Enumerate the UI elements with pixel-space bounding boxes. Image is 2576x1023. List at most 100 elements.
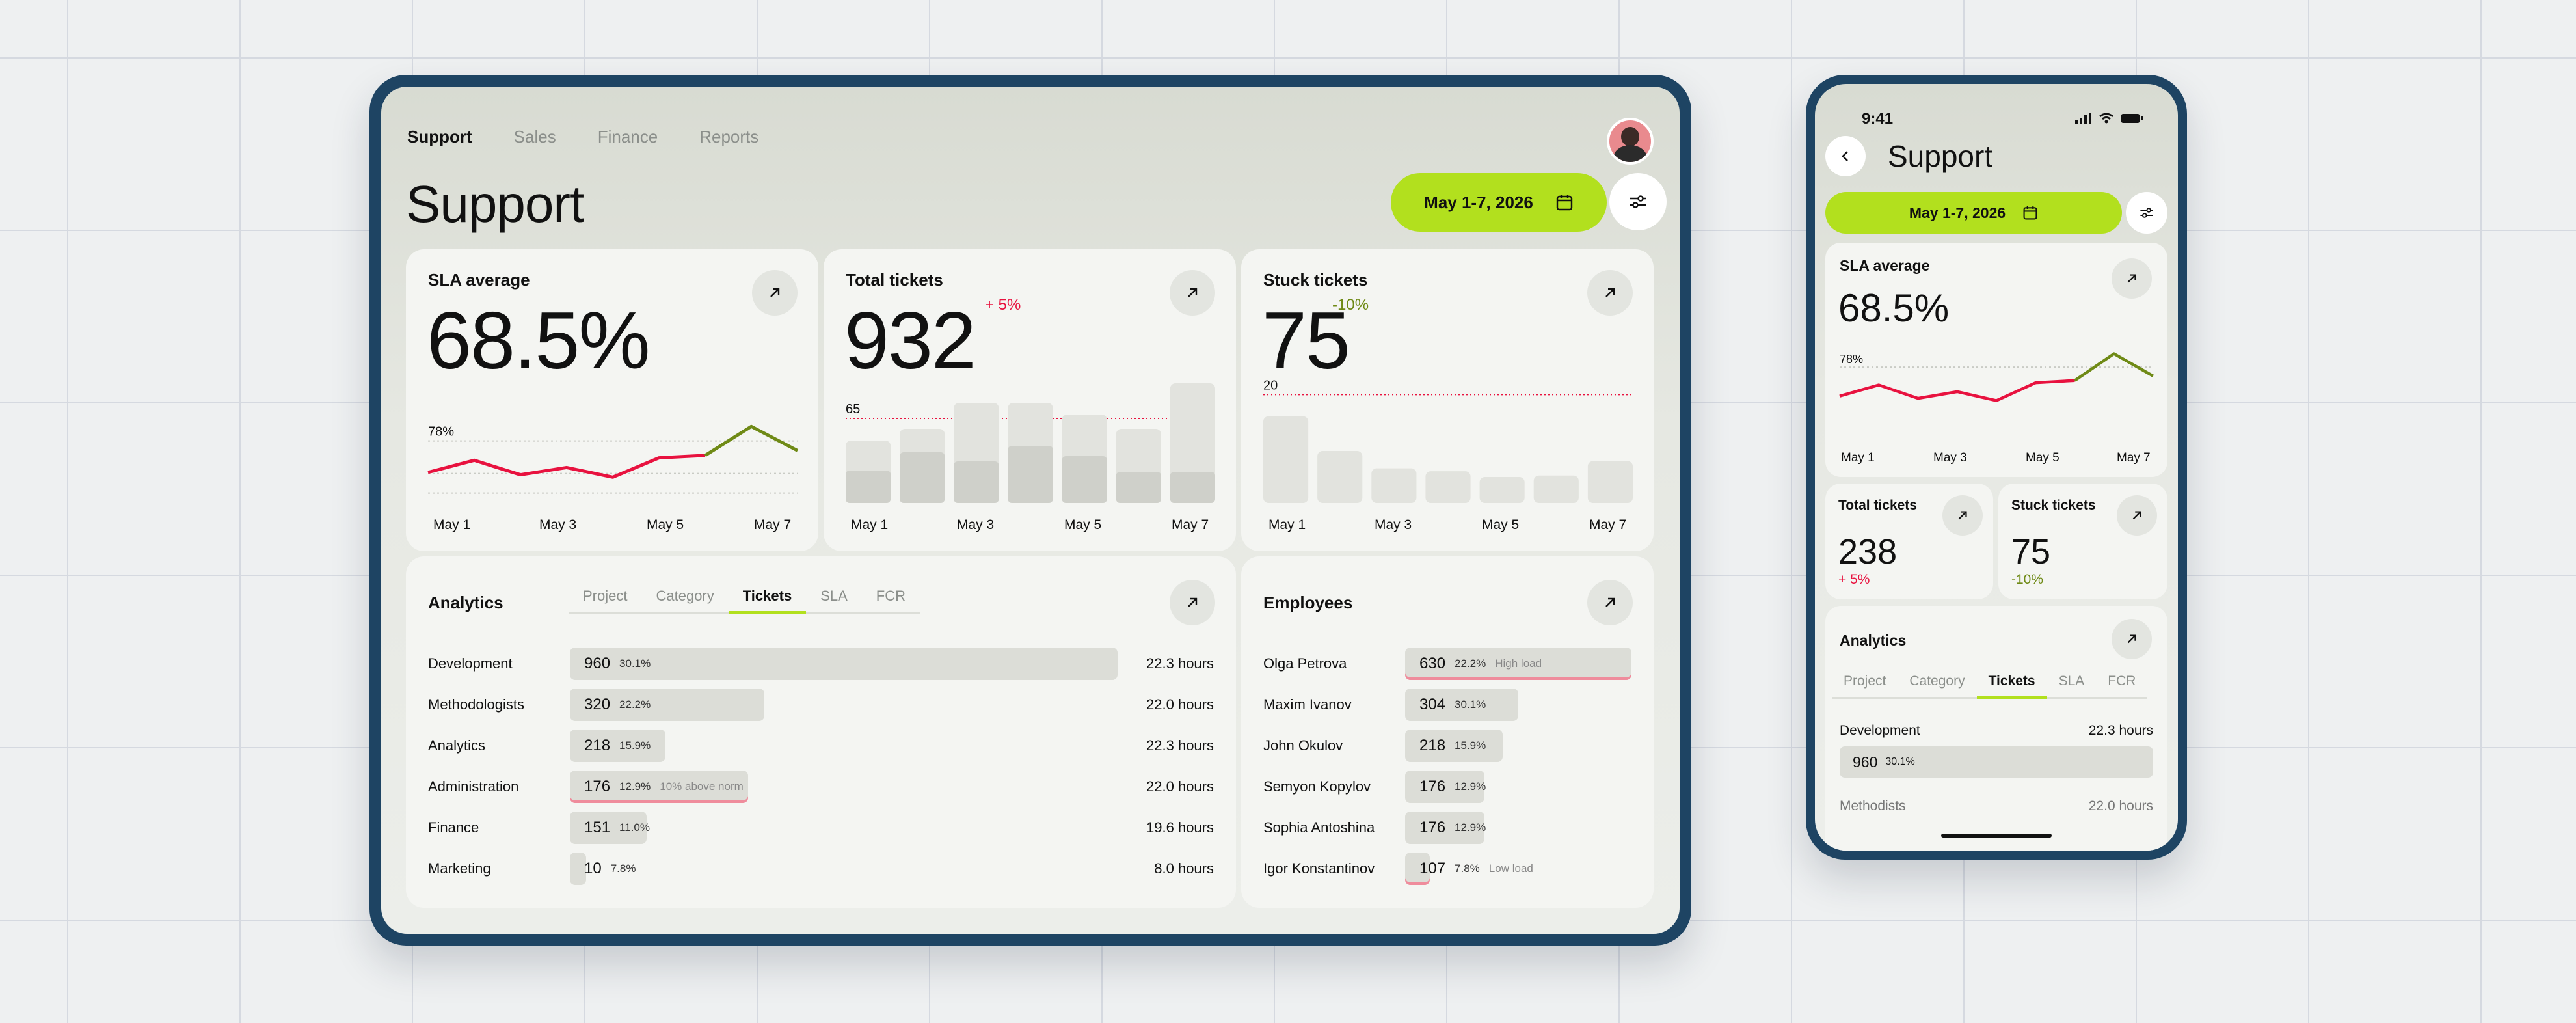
tablet-frame: Support Sales Finance Reports Support Ma… [369,75,1691,946]
stuck-tickets-card: Stuck tickets 75 -10% 20 May 1 May 3 May 5 M… [1241,249,1654,551]
tab-project[interactable]: Project [583,588,628,604]
row-count: 176 [1419,778,1446,795]
sliders-icon [1630,195,1646,208]
nav-support[interactable]: Support [407,127,472,146]
tab-sla[interactable]: SLA [820,588,848,604]
row-pct: 30.1% [619,657,651,670]
table-row[interactable]: John Okulov 218 15.9% [1263,730,1631,762]
row-pct: 7.8% [610,862,636,875]
phone-date-range-button[interactable]: May 1-7, 2026 [1825,192,2122,234]
tab-fcr[interactable]: FCR [876,588,906,604]
series-line-above [704,424,799,457]
open-total-button[interactable] [1942,495,1983,536]
table-row[interactable]: Methodologists 320 22.2% 22.0 hours [428,689,1214,721]
row-count: 960 [1853,753,1878,771]
series-line-above [2074,352,2154,382]
tab-tickets[interactable]: Tickets [1976,674,2047,699]
row-pct: 30.1% [1885,756,1915,767]
row-count: 176 [584,778,611,795]
tab-category[interactable]: Category [1909,674,1965,689]
filter-button[interactable] [1609,173,1667,230]
x-tick-label: May 3 [957,517,994,532]
row-hours: 8.0 hours [1154,860,1214,877]
open-stuck-button[interactable] [2117,495,2157,536]
phone-filter-button[interactable] [2126,192,2167,234]
tab-fcr[interactable]: FCR [2108,674,2136,689]
row-label: Methodists [1840,798,1906,813]
table-row[interactable]: Olga Petrova 630 22.2% High load [1263,648,1631,680]
date-range-label: May 1-7, 2026 [1909,204,2006,221]
tab-tickets[interactable]: Tickets [728,588,807,614]
arrow-up-right-icon [1605,288,1615,297]
arrow-up-right-icon [1188,288,1198,297]
open-employees-button[interactable] [1587,580,1633,625]
row-pct: 12.9% [1455,780,1486,793]
row-bar: 218 15.9% [570,730,666,762]
x-tick-label: May 5 [647,517,684,532]
open-analytics-button[interactable] [2112,619,2152,659]
table-row[interactable]: Sophia Antoshina 176 12.9% [1263,812,1631,844]
stuck-delta: -10% [2011,572,2044,587]
row-pct: 15.9% [1455,739,1486,752]
back-button[interactable] [1825,136,1866,176]
status-icons [2075,113,2143,124]
phone-analytics-card: Analytics Project Category Tickets SLA F… [1825,606,2167,851]
row-label: Analytics [428,737,486,754]
phone-sla-card: SLA average 68.5% 78% May 1 May 3 May 5 May … [1825,243,2167,477]
nav-sales[interactable]: Sales [513,127,556,146]
row-hours: 22.0 hours [1146,696,1214,713]
total-delta: + 5% [985,296,1021,314]
nav-finance[interactable]: Finance [597,127,658,146]
sliders-icon [2140,208,2153,218]
series-line-below [427,454,706,479]
threshold-label: 20 [1263,378,1278,392]
open-analytics-button[interactable] [1170,580,1215,625]
total-chart: 65 May 1 May 3 May 5 May 7 [846,383,1215,532]
table-row[interactable]: Igor Konstantinov 107 7.8% Low load [1263,852,1631,885]
table-row[interactable]: Administration 176 12.9% 10% above norm 22.0… [428,771,1214,803]
row-bar: 107 7.8% Low load [1405,852,1533,885]
arrow-up-right-icon [2127,634,2136,644]
open-stuck-button[interactable] [1587,270,1633,316]
row-count: 151 [584,819,611,836]
bar [1371,468,1417,503]
avatar[interactable] [1607,118,1654,165]
table-row[interactable]: Development 960 30.1% 22.3 hours [428,648,1214,680]
phone-total-card: Total tickets 238 + 5% [1825,484,1993,599]
open-total-button[interactable] [1170,270,1215,316]
sla-value: 68.5% [1838,286,1950,330]
row-count: 960 [584,655,611,672]
tab-category[interactable]: Category [656,588,714,604]
table-row[interactable]: Finance 151 11.0% 19.6 hours [428,812,1214,844]
bar [1587,461,1633,503]
row-bar: 176 12.9% [1405,812,1486,844]
x-tick-label: May 7 [1589,517,1626,532]
card-title: Analytics [1840,632,1907,649]
table-row[interactable]: Maxim Ivanov 304 30.1% [1263,689,1631,721]
row-label: Igor Konstantinov [1263,860,1375,877]
card-title: Stuck tickets [2011,498,2096,513]
table-row[interactable]: Semyon Kopylov 176 12.9% [1263,771,1631,803]
card-title: SLA average [1840,257,1930,274]
open-sla-button[interactable] [2112,258,2152,299]
open-sla-button[interactable] [752,270,798,316]
date-range-button[interactable]: May 1-7, 2026 [1391,173,1607,232]
bar-resolved [1008,446,1053,503]
table-row[interactable]: Analytics 218 15.9% 22.3 hours [428,730,1214,762]
nav-reports[interactable]: Reports [699,127,759,146]
table-row[interactable]: Marketing 10 7.8% 8.0 hours [428,852,1214,885]
row-label: Maxim Ivanov [1263,696,1352,713]
row-hours: 22.0 hours [1146,778,1214,795]
phone-frame: 9:41 Support May 1-7, 2026 SLA average 6… [1806,75,2187,860]
threshold-label: 78% [1840,353,1863,366]
total-value: 238 [1838,532,1898,571]
employees-card: Employees Olga Petrova 630 22.2% High load M… [1241,556,1654,908]
tab-sla[interactable]: SLA [2058,674,2085,689]
row-bar: 151 11.0% [570,812,650,844]
sla-card: SLA average 68.5% 78% May 1 May 3 May 5 May … [406,249,818,551]
row-bar: 176 12.9% [1405,771,1486,803]
x-tick-label: May 5 [1064,517,1101,532]
row-bar: 218 15.9% [1405,730,1503,762]
tab-project[interactable]: Project [1844,674,1886,689]
x-tick-label: May 1 [433,517,470,532]
